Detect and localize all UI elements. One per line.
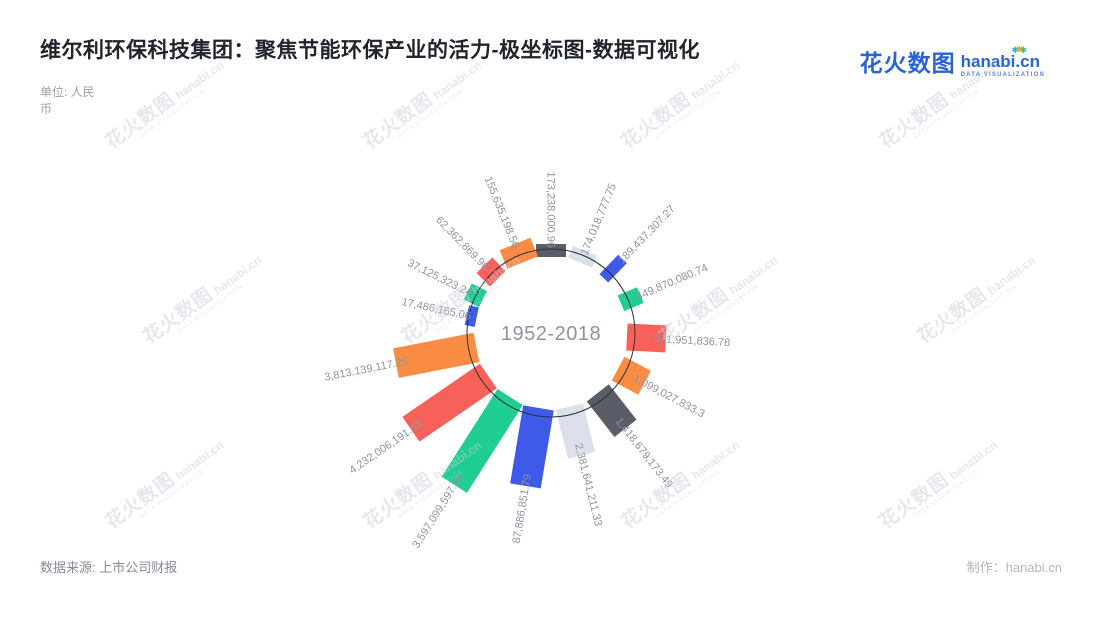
logo-sparkle-icon: ✱ [1015, 44, 1023, 54]
bar-value-label: 2,381,641,211.33 [572, 442, 604, 527]
bar-value-label: 173,238,000.96 [544, 172, 556, 248]
polar-bar [536, 244, 566, 257]
hanabi-logo: 花火数图 ✱ hanabi.cn DATA VISUALIZATION [859, 45, 1045, 79]
polar-axis-circle [466, 248, 636, 418]
polar-bar [476, 257, 506, 287]
bar-value-label: 3,597,099,597.96 [410, 472, 466, 551]
polar-bar [611, 356, 651, 395]
bar-value-label: 1,099,027,833.3 [631, 372, 707, 420]
bar-value-label: 62,362,869.96 [433, 214, 491, 273]
logo-cjk-text: 花火数图 [859, 50, 956, 76]
credit-label: 制作：hanabi.cn [966, 560, 1062, 575]
polar-bar [464, 305, 479, 327]
unit-line2: 币 [40, 102, 53, 116]
bars-layer [393, 237, 667, 493]
bar-value-label: 17,486,165.06 [401, 296, 472, 322]
bar-value-label: 155,635,198.56 [482, 175, 522, 250]
bar-value-label: 189,437,307.27 [616, 203, 678, 266]
polar-bar [617, 287, 644, 312]
polar-bar [441, 389, 523, 493]
bar-value-label: 1,418,679,173.49 [613, 416, 675, 491]
polar-center-disc [467, 249, 635, 417]
data-source-label: 数据来源: 上市公司财报 [40, 560, 178, 575]
polar-bar [393, 332, 480, 378]
bar-value-label: 4,232,006,191.53 [347, 418, 424, 476]
logo-latin-text: hanabi.cn [960, 52, 1040, 71]
polar-bar [568, 245, 598, 268]
polar-bar [599, 254, 627, 283]
polar-bar [555, 403, 596, 459]
bar-value-label: 37,125,323.24 [405, 257, 473, 299]
polar-bar [510, 405, 554, 489]
chart-title: 维尔利环保科技集团：聚焦节能环保产业的活力-极坐标图-数据可视化 [40, 39, 700, 62]
unit-line1: 单位: 人民 [40, 85, 95, 99]
center-period-label: 1952-2018 [501, 323, 601, 345]
bar-value-label: 449,870,080.74 [635, 262, 710, 303]
polar-bar [499, 237, 538, 269]
bar-value-label: 174,018,777.75 [579, 182, 619, 257]
unit-label: 单位: 人民 币 [40, 84, 95, 118]
polar-bar [626, 323, 667, 353]
bar-value-label: 3,813,139,117.25 [323, 356, 409, 384]
polar-bar [402, 363, 497, 442]
bar-value-label: 961,951,836.78 [654, 333, 731, 349]
logo-right-block: ✱ hanabi.cn DATA VISUALIZATION [960, 45, 1045, 79]
polar-bar [586, 384, 637, 437]
logo-tagline: DATA VISUALIZATION [960, 72, 1045, 78]
